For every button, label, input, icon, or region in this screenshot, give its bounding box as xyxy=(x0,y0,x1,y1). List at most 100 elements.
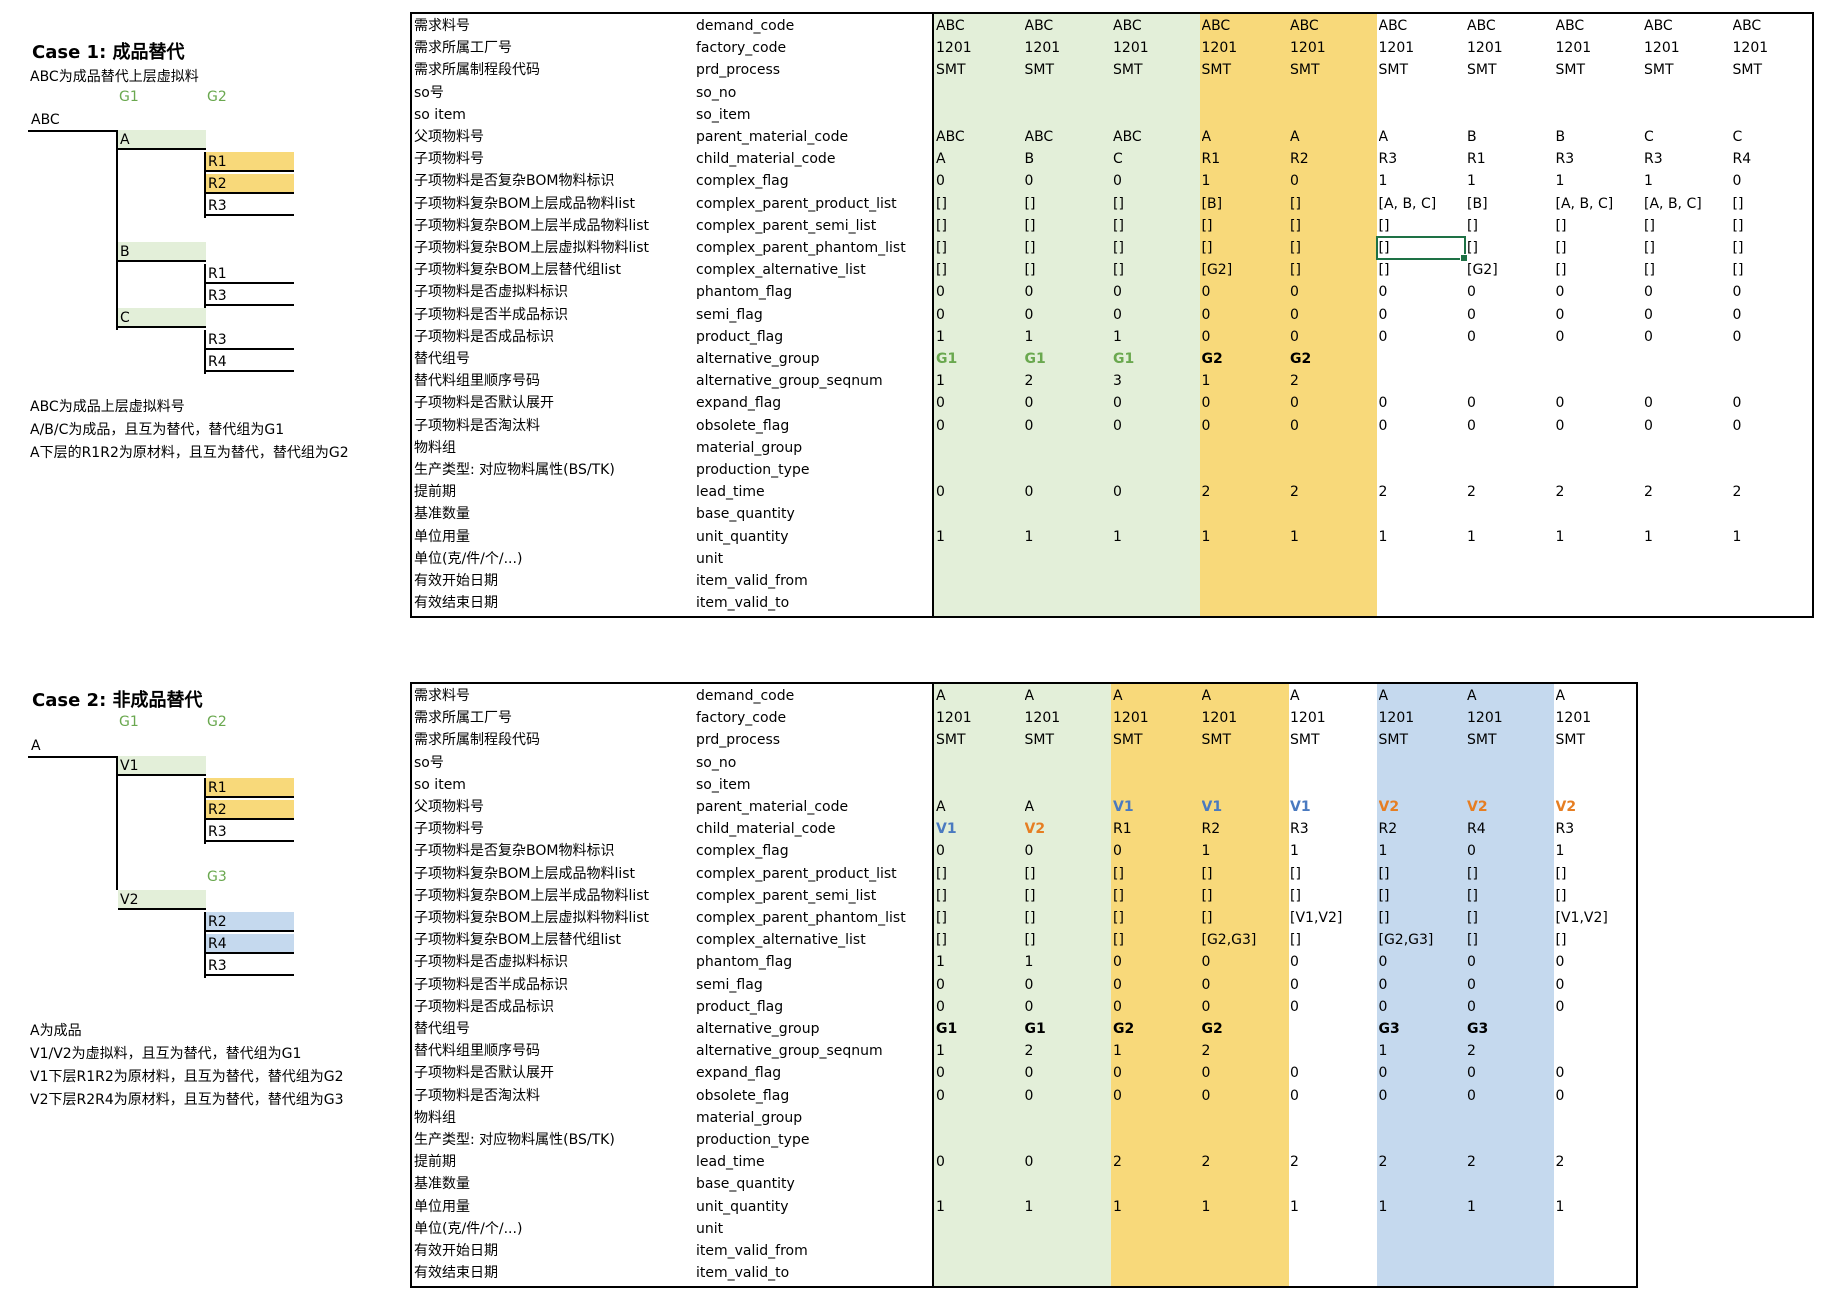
table-cell[interactable]: [] xyxy=(1732,195,1744,212)
table-cell[interactable]: 0 xyxy=(1467,976,1476,993)
table-cell[interactable]: 1 xyxy=(1378,1043,1388,1060)
table-cell[interactable]: [] xyxy=(936,195,947,212)
table-cell[interactable]: C xyxy=(1113,151,1123,168)
table-cell[interactable]: 0 xyxy=(1201,328,1211,345)
table-cell[interactable]: [] xyxy=(1467,887,1478,904)
table-cell[interactable]: ABC xyxy=(1644,18,1673,34)
table-cell[interactable]: [] xyxy=(1467,910,1478,926)
table-cell[interactable]: [B] xyxy=(1467,195,1488,212)
table-cell[interactable]: A xyxy=(1378,129,1389,145)
table-cell[interactable]: 1201 xyxy=(936,40,972,57)
table-cell[interactable]: SMT xyxy=(936,732,966,749)
table-cell[interactable]: G1 xyxy=(936,351,958,367)
table-cell[interactable]: G1 xyxy=(936,1021,958,1037)
table-cell[interactable]: 0 xyxy=(936,843,945,860)
table-cell[interactable]: 0 xyxy=(1555,954,1565,971)
table-cell[interactable]: SMT xyxy=(1024,62,1055,79)
table-cell[interactable]: 1201 xyxy=(1467,40,1503,57)
table-cell[interactable]: 0 xyxy=(1555,395,1565,412)
table-cell[interactable]: 1 xyxy=(1201,1198,1211,1215)
table-cell[interactable]: R4 xyxy=(1732,151,1752,168)
table-cell[interactable]: 0 xyxy=(1378,306,1388,323)
table-cell[interactable]: [] xyxy=(1378,865,1390,882)
table-cell[interactable]: 2 xyxy=(1378,1154,1388,1171)
table-cell[interactable]: 0 xyxy=(1378,417,1388,434)
table-cell[interactable]: [] xyxy=(1290,865,1301,882)
table-cell[interactable]: 0 xyxy=(1378,976,1388,993)
table-cell[interactable]: 1 xyxy=(1467,1198,1476,1215)
table-cell[interactable]: A xyxy=(936,799,946,815)
table-cell[interactable]: 0 xyxy=(1290,306,1299,323)
table-cell[interactable]: [] xyxy=(1024,887,1036,904)
table-cell[interactable]: 0 xyxy=(1113,1087,1122,1104)
table-cell[interactable]: 1 xyxy=(936,373,945,390)
table-cell[interactable]: 0 xyxy=(1732,284,1742,301)
table-cell[interactable]: 0 xyxy=(1555,998,1565,1015)
table-cell[interactable]: 1 xyxy=(1290,528,1299,545)
table-cell[interactable]: B xyxy=(1555,129,1566,145)
table-cell[interactable]: 0 xyxy=(1378,328,1388,345)
table-cell[interactable]: 1201 xyxy=(1467,710,1503,727)
table-cell[interactable]: G1 xyxy=(1113,351,1135,367)
table-cell[interactable]: 1201 xyxy=(1290,710,1326,727)
table-cell[interactable]: G1 xyxy=(1024,1021,1046,1037)
table-cell[interactable]: 1 xyxy=(936,1043,945,1060)
table-cell[interactable]: 1201 xyxy=(1555,710,1592,727)
table-cell[interactable]: 0 xyxy=(936,173,945,190)
table-cell[interactable]: 0 xyxy=(936,306,945,323)
table-cell[interactable]: [] xyxy=(1201,865,1213,882)
table-cell[interactable]: 0 xyxy=(1732,173,1742,190)
table-cell[interactable]: B xyxy=(1467,129,1477,145)
table-cell[interactable]: 2 xyxy=(1467,1154,1476,1171)
table-cell[interactable]: 1 xyxy=(936,328,945,345)
table-cell[interactable]: 1 xyxy=(1113,1198,1122,1215)
table-cell[interactable]: G3 xyxy=(1467,1021,1489,1037)
table-cell[interactable]: V1 xyxy=(1113,799,1134,815)
table-cell[interactable]: 0 xyxy=(1378,954,1388,971)
table-cell[interactable]: [] xyxy=(1555,262,1567,279)
table-cell[interactable]: 0 xyxy=(1024,484,1034,501)
table-cell[interactable]: 0 xyxy=(1024,417,1034,434)
table-cell[interactable]: 1201 xyxy=(1644,40,1680,57)
table-cell[interactable]: ABC xyxy=(1024,129,1054,145)
table-cell[interactable]: [] xyxy=(1467,865,1478,882)
table-cell[interactable]: [G2,G3] xyxy=(1201,932,1257,949)
table-cell[interactable]: 0 xyxy=(1113,843,1122,860)
table-cell[interactable]: 0 xyxy=(1467,284,1476,301)
table-cell[interactable]: 2 xyxy=(1290,1154,1299,1171)
table-cell[interactable]: 2 xyxy=(1555,484,1565,501)
table-cell[interactable]: 2 xyxy=(1644,484,1653,501)
table-cell[interactable]: 0 xyxy=(1378,284,1388,301)
table-cell[interactable]: 0 xyxy=(1024,1087,1034,1104)
table-cell[interactable]: 0 xyxy=(1113,284,1122,301)
table-cell[interactable]: G1 xyxy=(1024,351,1046,367)
table-cell[interactable]: SMT xyxy=(1290,732,1320,749)
table-cell[interactable]: 0 xyxy=(936,1087,945,1104)
table-cell[interactable]: 0 xyxy=(1113,998,1122,1015)
table-cell[interactable]: 1 xyxy=(936,1198,945,1215)
table-cell[interactable]: 0 xyxy=(1555,1087,1565,1104)
table-cell[interactable]: 0 xyxy=(1024,1154,1034,1171)
table-cell[interactable]: 0 xyxy=(1467,1065,1476,1082)
table-cell[interactable]: [] xyxy=(1024,195,1036,212)
table-cell[interactable]: ABC xyxy=(1113,18,1142,34)
table-cell[interactable]: [] xyxy=(1732,262,1744,279)
table-cell[interactable]: 0 xyxy=(1555,328,1565,345)
table-cell[interactable]: [] xyxy=(1201,910,1213,926)
table-cell[interactable]: 0 xyxy=(1024,976,1034,993)
table-cell[interactable]: [] xyxy=(1024,240,1036,256)
table-cell[interactable]: 0 xyxy=(1644,284,1653,301)
table-cell[interactable]: R1 xyxy=(1113,821,1132,838)
table-cell[interactable]: ABC xyxy=(1732,18,1762,34)
table-cell[interactable]: R3 xyxy=(1555,821,1575,838)
table-cell[interactable]: A xyxy=(1024,799,1035,815)
table-cell[interactable]: A xyxy=(1467,688,1477,704)
table-cell[interactable]: 0 xyxy=(1644,395,1653,412)
table-cell[interactable]: [] xyxy=(1290,195,1301,212)
table-cell[interactable]: 1201 xyxy=(1378,710,1415,727)
table-cell[interactable]: 0 xyxy=(1290,998,1299,1015)
table-cell[interactable]: 2 xyxy=(1290,484,1299,501)
table-cell[interactable]: 1201 xyxy=(1201,710,1238,727)
table-cell[interactable]: [G2] xyxy=(1467,262,1498,279)
table-cell[interactable]: 1 xyxy=(1024,954,1034,971)
